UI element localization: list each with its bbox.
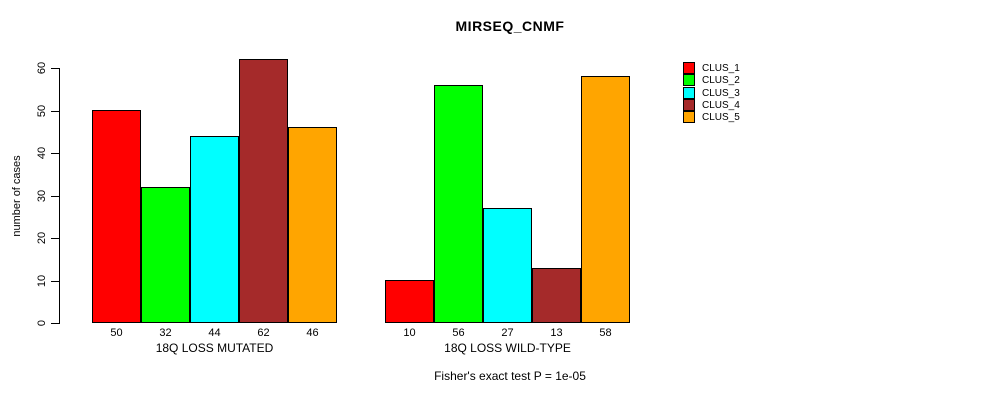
y-axis-tick: [51, 68, 59, 69]
y-axis-tick: [51, 281, 59, 282]
bar-clus-2-group2: [434, 85, 483, 323]
bar-value-label: 50: [110, 327, 123, 339]
caption-fisher-test: Fisher's exact test P = 1e-05: [434, 369, 586, 383]
legend-item: CLUS_5: [683, 111, 740, 123]
bar-value-label: 44: [208, 327, 221, 339]
bar-clus-5-group1: [288, 127, 337, 323]
y-axis-tick: [51, 196, 59, 197]
y-axis-line: [59, 68, 60, 324]
legend-swatch: [683, 87, 695, 99]
bar-clus-5-group2: [581, 76, 630, 323]
y-axis-label: number of cases: [11, 155, 23, 237]
y-tick-label: 60: [36, 61, 48, 75]
group-label-wild-type: 18Q LOSS WILD-TYPE: [444, 341, 571, 355]
legend-label: CLUS_3: [702, 87, 740, 99]
bar-clus-3-group2: [483, 208, 532, 323]
legend-swatch: [683, 62, 695, 74]
bar-clus-3-group1: [190, 136, 239, 323]
bar-clus-2-group1: [141, 187, 190, 323]
legend-label: CLUS_5: [702, 111, 740, 123]
bar-value-label: 58: [599, 327, 612, 339]
legend-swatch: [683, 99, 695, 111]
y-tick-label: 40: [36, 146, 48, 160]
legend-item: CLUS_2: [683, 74, 740, 86]
bar-value-label: 32: [159, 327, 172, 339]
legend-label: CLUS_4: [702, 99, 740, 111]
legend-label: CLUS_2: [702, 74, 740, 86]
bar-clus-4-group2: [532, 268, 581, 323]
bar-value-label: 56: [452, 327, 465, 339]
bar-value-label: 10: [403, 327, 416, 339]
y-axis-tick: [51, 238, 59, 239]
y-axis-tick: [51, 323, 59, 324]
bar-clus-4-group1: [239, 59, 288, 323]
bar-value-label: 27: [501, 327, 514, 339]
legend-item: CLUS_1: [683, 62, 740, 74]
legend-item: CLUS_4: [683, 99, 740, 111]
bar-value-label: 62: [257, 327, 270, 339]
bar-clus-1-group2: [385, 280, 434, 323]
bar-value-label: 13: [550, 327, 563, 339]
y-tick-label: 20: [36, 231, 48, 245]
y-axis-tick: [51, 111, 59, 112]
legend-swatch: [683, 111, 695, 123]
y-axis-tick: [51, 153, 59, 154]
bar-clus-1-group1: [92, 110, 141, 323]
legend-item: CLUS_3: [683, 87, 740, 99]
legend-label: CLUS_1: [702, 62, 740, 74]
bar-value-label: 46: [306, 327, 319, 339]
group-label-mutated: 18Q LOSS MUTATED: [155, 341, 274, 355]
y-tick-label: 0: [36, 319, 48, 327]
chart-title: MIRSEQ_CNMF: [455, 18, 565, 34]
y-tick-label: 50: [36, 104, 48, 118]
legend-swatch: [683, 74, 695, 86]
y-tick-label: 10: [36, 274, 48, 288]
y-tick-label: 30: [36, 189, 48, 203]
